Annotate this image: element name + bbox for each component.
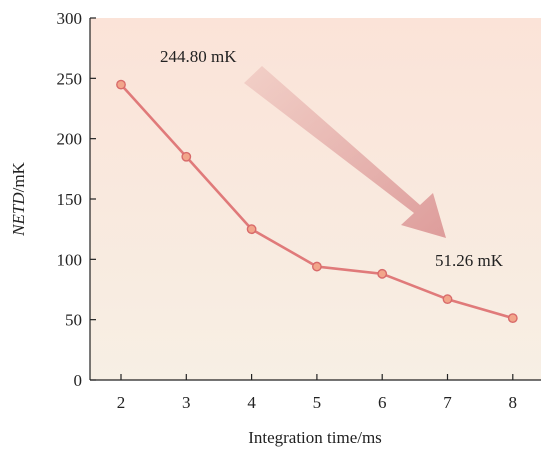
x-tick-label-4: 4 <box>247 393 256 412</box>
y-tick-label-300: 300 <box>57 9 83 28</box>
x-tick-label-7: 7 <box>443 393 452 412</box>
x-tick-label-3: 3 <box>182 393 191 412</box>
data-point-4 <box>246 224 257 235</box>
data-point-7 <box>442 294 453 305</box>
y-axis-title-unit: /mK <box>9 161 28 192</box>
data-point-8 <box>507 313 518 324</box>
plot-background <box>90 18 541 380</box>
x-tick-label-6: 6 <box>378 393 387 412</box>
data-point-3 <box>181 151 192 162</box>
y-ticks: 0 50 100 150 200 250 300 <box>57 9 96 390</box>
y-tick-label-0: 0 <box>74 371 83 390</box>
annotation-end: 51.26 mK <box>435 251 504 270</box>
x-axis-title: Integration time/ms <box>248 428 382 447</box>
y-axis-title-italic: NETD <box>9 192 28 237</box>
x-tick-label-8: 8 <box>509 393 518 412</box>
x-tick-label-2: 2 <box>117 393 126 412</box>
x-ticks: 2 3 4 5 6 7 8 <box>117 374 517 412</box>
y-tick-label-50: 50 <box>65 311 82 330</box>
data-point-2 <box>116 79 126 90</box>
trend-arrow <box>244 66 446 238</box>
annotation-start: 244.80 mK <box>160 47 237 66</box>
x-tick-label-5: 5 <box>313 393 322 412</box>
y-tick-label-100: 100 <box>57 250 83 269</box>
data-point-5 <box>311 261 322 272</box>
y-axis-title: NETD/mK <box>9 161 28 236</box>
y-tick-label-150: 150 <box>57 190 83 209</box>
series <box>116 79 518 324</box>
y-tick-label-250: 250 <box>57 69 83 88</box>
trend-arrow-shape <box>244 66 446 238</box>
y-tick-label-200: 200 <box>57 130 83 149</box>
data-point-6 <box>377 268 388 279</box>
